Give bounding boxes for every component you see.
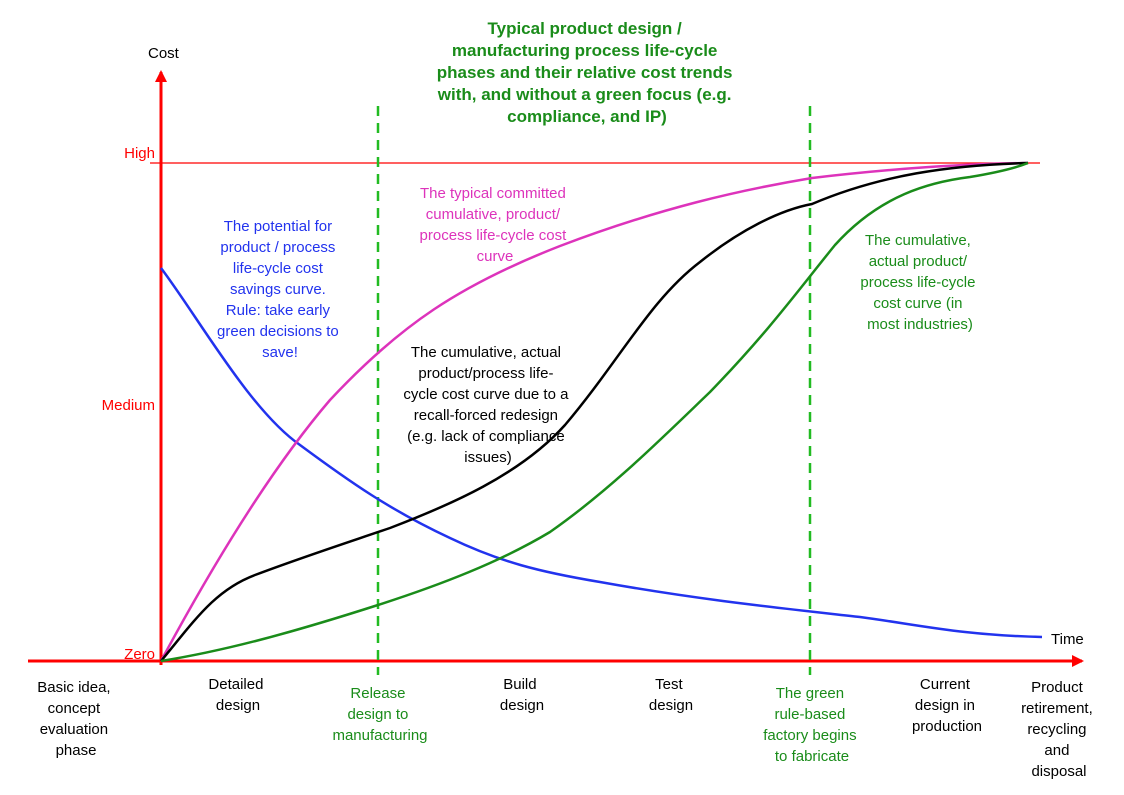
y-level-high: High [124,145,155,162]
committed-curve-label: The typical committed cumulative, produc… [420,185,571,265]
phase-label-concept: Basic idea, concept evaluation phase [37,679,115,759]
phase-label-green-factory: The green rule-based factory begins to f… [763,685,861,765]
diagram-title: Typical product design / manufacturing p… [437,19,737,126]
phase-label-detailed-design: Detailed design [208,676,267,714]
phase-label-production: Current design in production [912,676,982,735]
y-axis-label: Cost [148,45,180,62]
committed-curve [159,161,1029,662]
savings-curve-label: The potential for product / process life… [217,218,343,361]
actual-curve-label: The cumulative, actual product/ process … [860,232,979,333]
phase-label-retirement: Product retirement, recycling and dispos… [1021,679,1097,780]
x-axis-label: Time [1051,631,1084,648]
y-level-zero: Zero [124,646,155,663]
y-level-medium: Medium [102,397,155,414]
savings-curve [159,267,1043,639]
phase-label-build: Build design [500,676,544,714]
phase-label-test: Test design [649,676,693,714]
recall-curve [160,161,1029,662]
actual-curve [160,161,1029,663]
phase-label-release: Release design to manufacturing [332,685,427,744]
recall-curve-label: The cumulative, actual product/process l… [403,344,572,466]
